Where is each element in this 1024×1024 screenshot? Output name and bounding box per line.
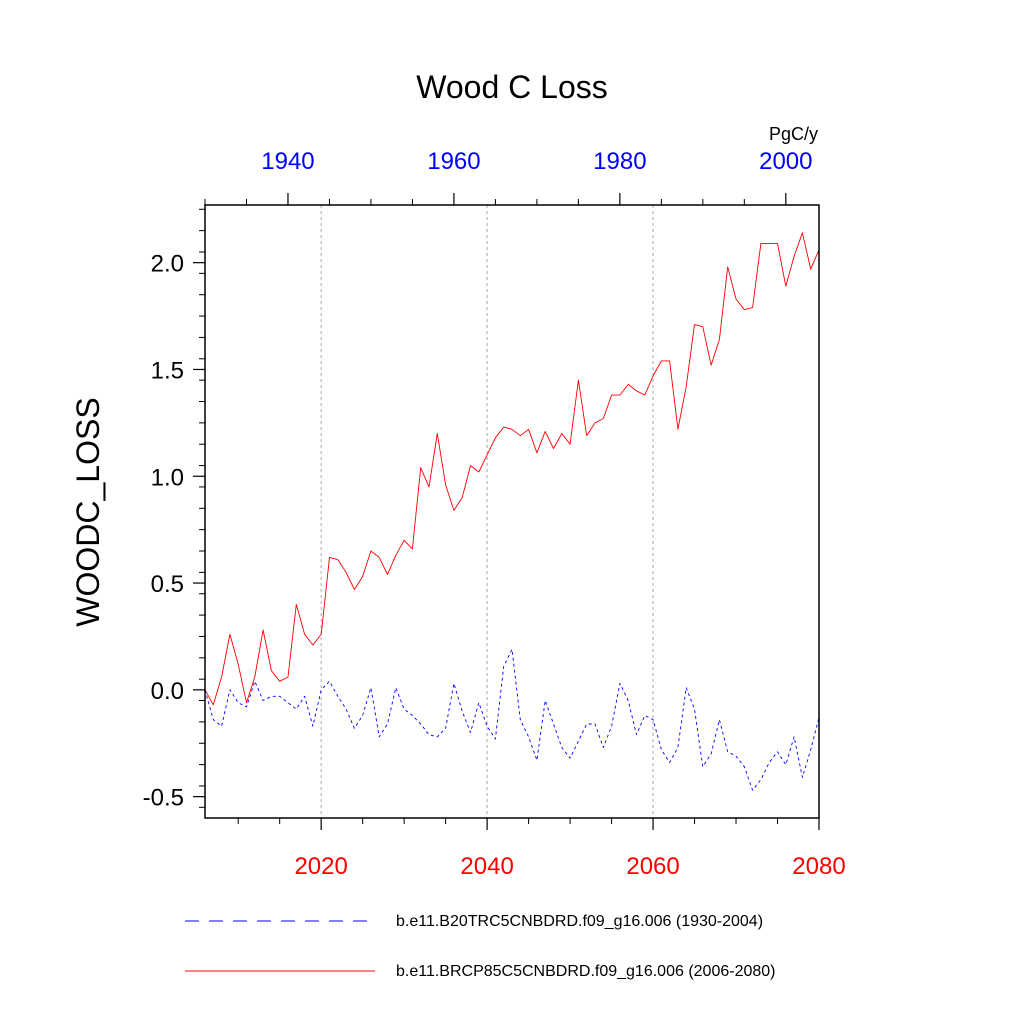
units-label: PgC/y (769, 124, 818, 144)
chart-title: Wood C Loss (416, 69, 608, 105)
vertical-gridlines (320, 205, 654, 818)
series-layer (204, 232, 820, 791)
y-axis-label: WOODC_LOSS (70, 397, 106, 626)
x-bottom-tick-label-1: 2040 (460, 853, 513, 880)
legend-label-historical: b.e11.B20TRC5CNBDRD.f09_g16.006 (1930-20… (396, 913, 763, 930)
x-top-tick-label-3: 2000 (759, 148, 812, 175)
y-tick-label-1: 0.0 (151, 678, 184, 705)
y-tick-label-4: 1.5 (151, 357, 184, 384)
series-line-historical (204, 648, 820, 791)
legend-label-rcp85: b.e11.BRCP85C5CNBDRD.f09_g16.006 (2006-2… (396, 963, 775, 980)
y-tick-label-5: 2.0 (151, 251, 184, 278)
y-tick-label-3: 1.0 (151, 464, 184, 491)
x-top-tick-label-2: 1980 (593, 148, 646, 175)
y-tick-label-0: -0.5 (143, 785, 184, 812)
x-bottom-tick-label-2: 2060 (626, 853, 679, 880)
x-top-tick-label-0: 1940 (261, 148, 314, 175)
x-bottom-tick-label-0: 2020 (294, 853, 347, 880)
y-tick-label-2: 0.5 (151, 571, 184, 598)
series-line-rcp85 (204, 232, 820, 706)
x-bottom-tick-label-3: 2080 (792, 853, 845, 880)
x-top-tick-label-1: 1960 (427, 148, 480, 175)
plot-frame (204, 204, 820, 819)
axis-ticks: -0.5 0.0 0.5 1.0 1.5 2.0 2020 2040 2060 2080 1940 1… (143, 148, 846, 880)
legend: b.e11.B20TRC5CNBDRD.f09_g16.006 (1930-20… (185, 913, 775, 980)
